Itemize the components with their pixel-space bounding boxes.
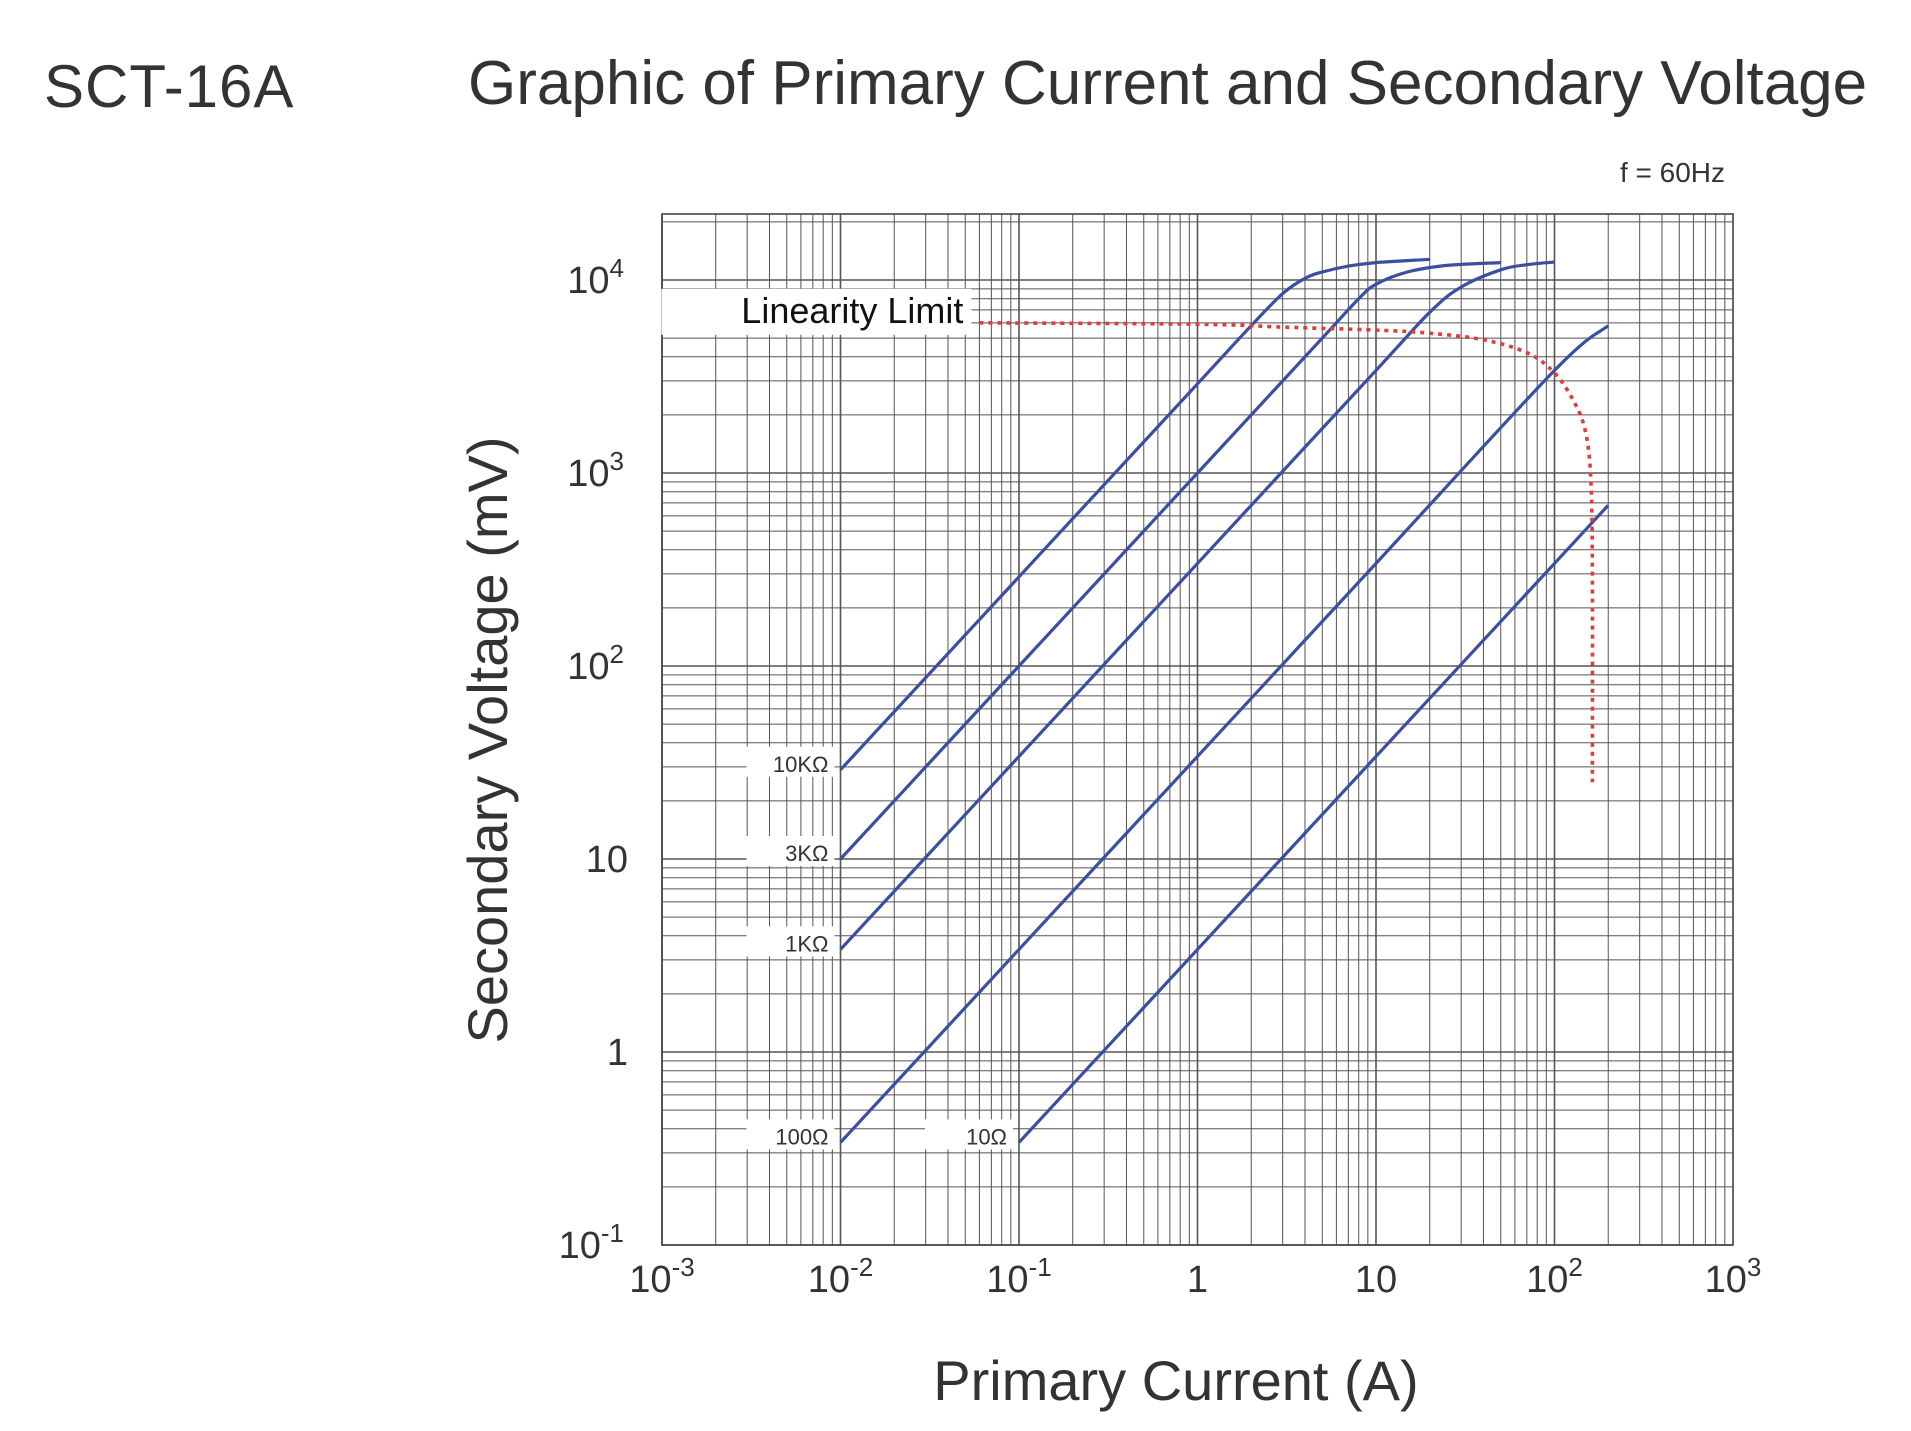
x-tick-label: 1 <box>1187 1259 1208 1301</box>
x-tick-label: 10 <box>1355 1259 1397 1301</box>
model-label: SCT-16A <box>44 53 295 120</box>
series-label-text: 10Ω <box>966 1124 1007 1149</box>
series-label: 3KΩ <box>746 836 835 866</box>
series-label-bg <box>746 836 835 866</box>
x-tick-label: 10-2 <box>808 1252 873 1301</box>
y-tick-label: 104 <box>567 253 624 302</box>
series-label: 10Ω <box>925 1119 1013 1150</box>
linearity-limit-line <box>979 321 1595 783</box>
linearity-limit-bg <box>661 288 972 335</box>
series-line <box>839 260 1555 951</box>
series-line <box>1017 504 1610 1144</box>
series-label-bg <box>746 746 835 777</box>
series <box>839 257 1610 1144</box>
series-label-text: 100Ω <box>775 1124 828 1149</box>
series-label-text: 1KΩ <box>785 931 828 956</box>
x-tick-labels: 10-3 10-2 10-1 1 10 102 103 <box>629 1252 1761 1301</box>
series-line <box>839 261 1501 861</box>
linearity-limit: Linearity Limit <box>661 288 1595 783</box>
y-tick-label: 102 <box>567 639 624 688</box>
series-label-bg <box>925 1119 1013 1150</box>
x-tick-label: 102 <box>1526 1252 1583 1301</box>
x-tick-label: 10-1 <box>986 1252 1051 1301</box>
x-tick-label: 10-3 <box>629 1252 694 1301</box>
chart-title: Graphic of Primary Current and Secondary… <box>468 49 1868 118</box>
y-tick-label: 10-1 <box>559 1218 624 1267</box>
y-tick-label: 1 <box>607 1032 628 1074</box>
series-label-bg <box>746 926 835 957</box>
series-label: 10KΩ <box>746 746 835 777</box>
series-label: 1KΩ <box>746 926 835 957</box>
x-tick-label: 103 <box>1705 1252 1762 1301</box>
series-line <box>839 257 1430 771</box>
series-label-text: 10KΩ <box>773 752 829 777</box>
y-tick-labels: 10-1 1 10 102 103 104 <box>559 253 628 1267</box>
series-label-text: 3KΩ <box>785 841 828 866</box>
linearity-limit-label: Linearity Limit <box>741 290 963 331</box>
x-axis-label: Primary Current (A) <box>933 1349 1418 1412</box>
y-tick-label: 10 <box>586 839 628 881</box>
frequency-note: f = 60Hz <box>1620 157 1725 188</box>
series-labels: 10KΩ 3KΩ 1KΩ 100Ω 10Ω <box>746 746 1013 1150</box>
y-tick-label: 103 <box>567 446 624 495</box>
grid <box>661 214 1733 1246</box>
plot-frame <box>661 213 1734 1246</box>
series-line <box>839 324 1610 1144</box>
y-axis-label: Secondary Voltage (mV) <box>456 437 519 1044</box>
series-label: 100Ω <box>746 1119 835 1150</box>
series-label-bg <box>746 1119 835 1150</box>
